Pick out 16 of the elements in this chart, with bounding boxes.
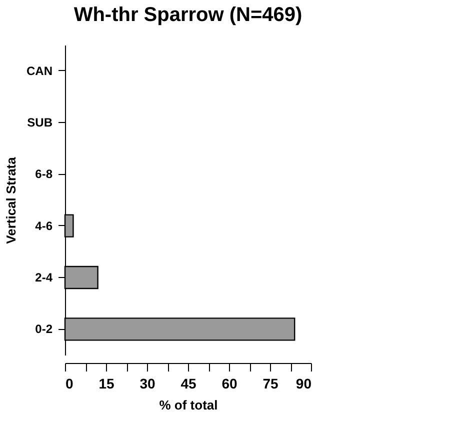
- x-tick-label: 90: [296, 376, 312, 392]
- x-tick-label: 45: [180, 376, 196, 392]
- y-tick-label: SUB: [27, 116, 53, 130]
- x-tick-label: 0: [66, 376, 74, 392]
- x-tick-label: 30: [140, 376, 156, 392]
- x-tick-label: 15: [98, 376, 114, 392]
- chart-title: Wh-thr Sparrow (N=469): [74, 4, 302, 26]
- y-tick-label: 2-4: [35, 270, 53, 284]
- y-tick-label: 6-8: [35, 167, 53, 182]
- y-tick-label: 4-6: [35, 218, 53, 233]
- x-tick-label: 60: [222, 376, 238, 392]
- y-tick-label: 0-2: [35, 322, 53, 336]
- x-tick-label: 75: [262, 376, 278, 392]
- y-tick-label: CAN: [26, 64, 52, 78]
- x-axis-title: % of total: [159, 398, 218, 412]
- y-axis-title: Vertical Strata: [4, 156, 18, 244]
